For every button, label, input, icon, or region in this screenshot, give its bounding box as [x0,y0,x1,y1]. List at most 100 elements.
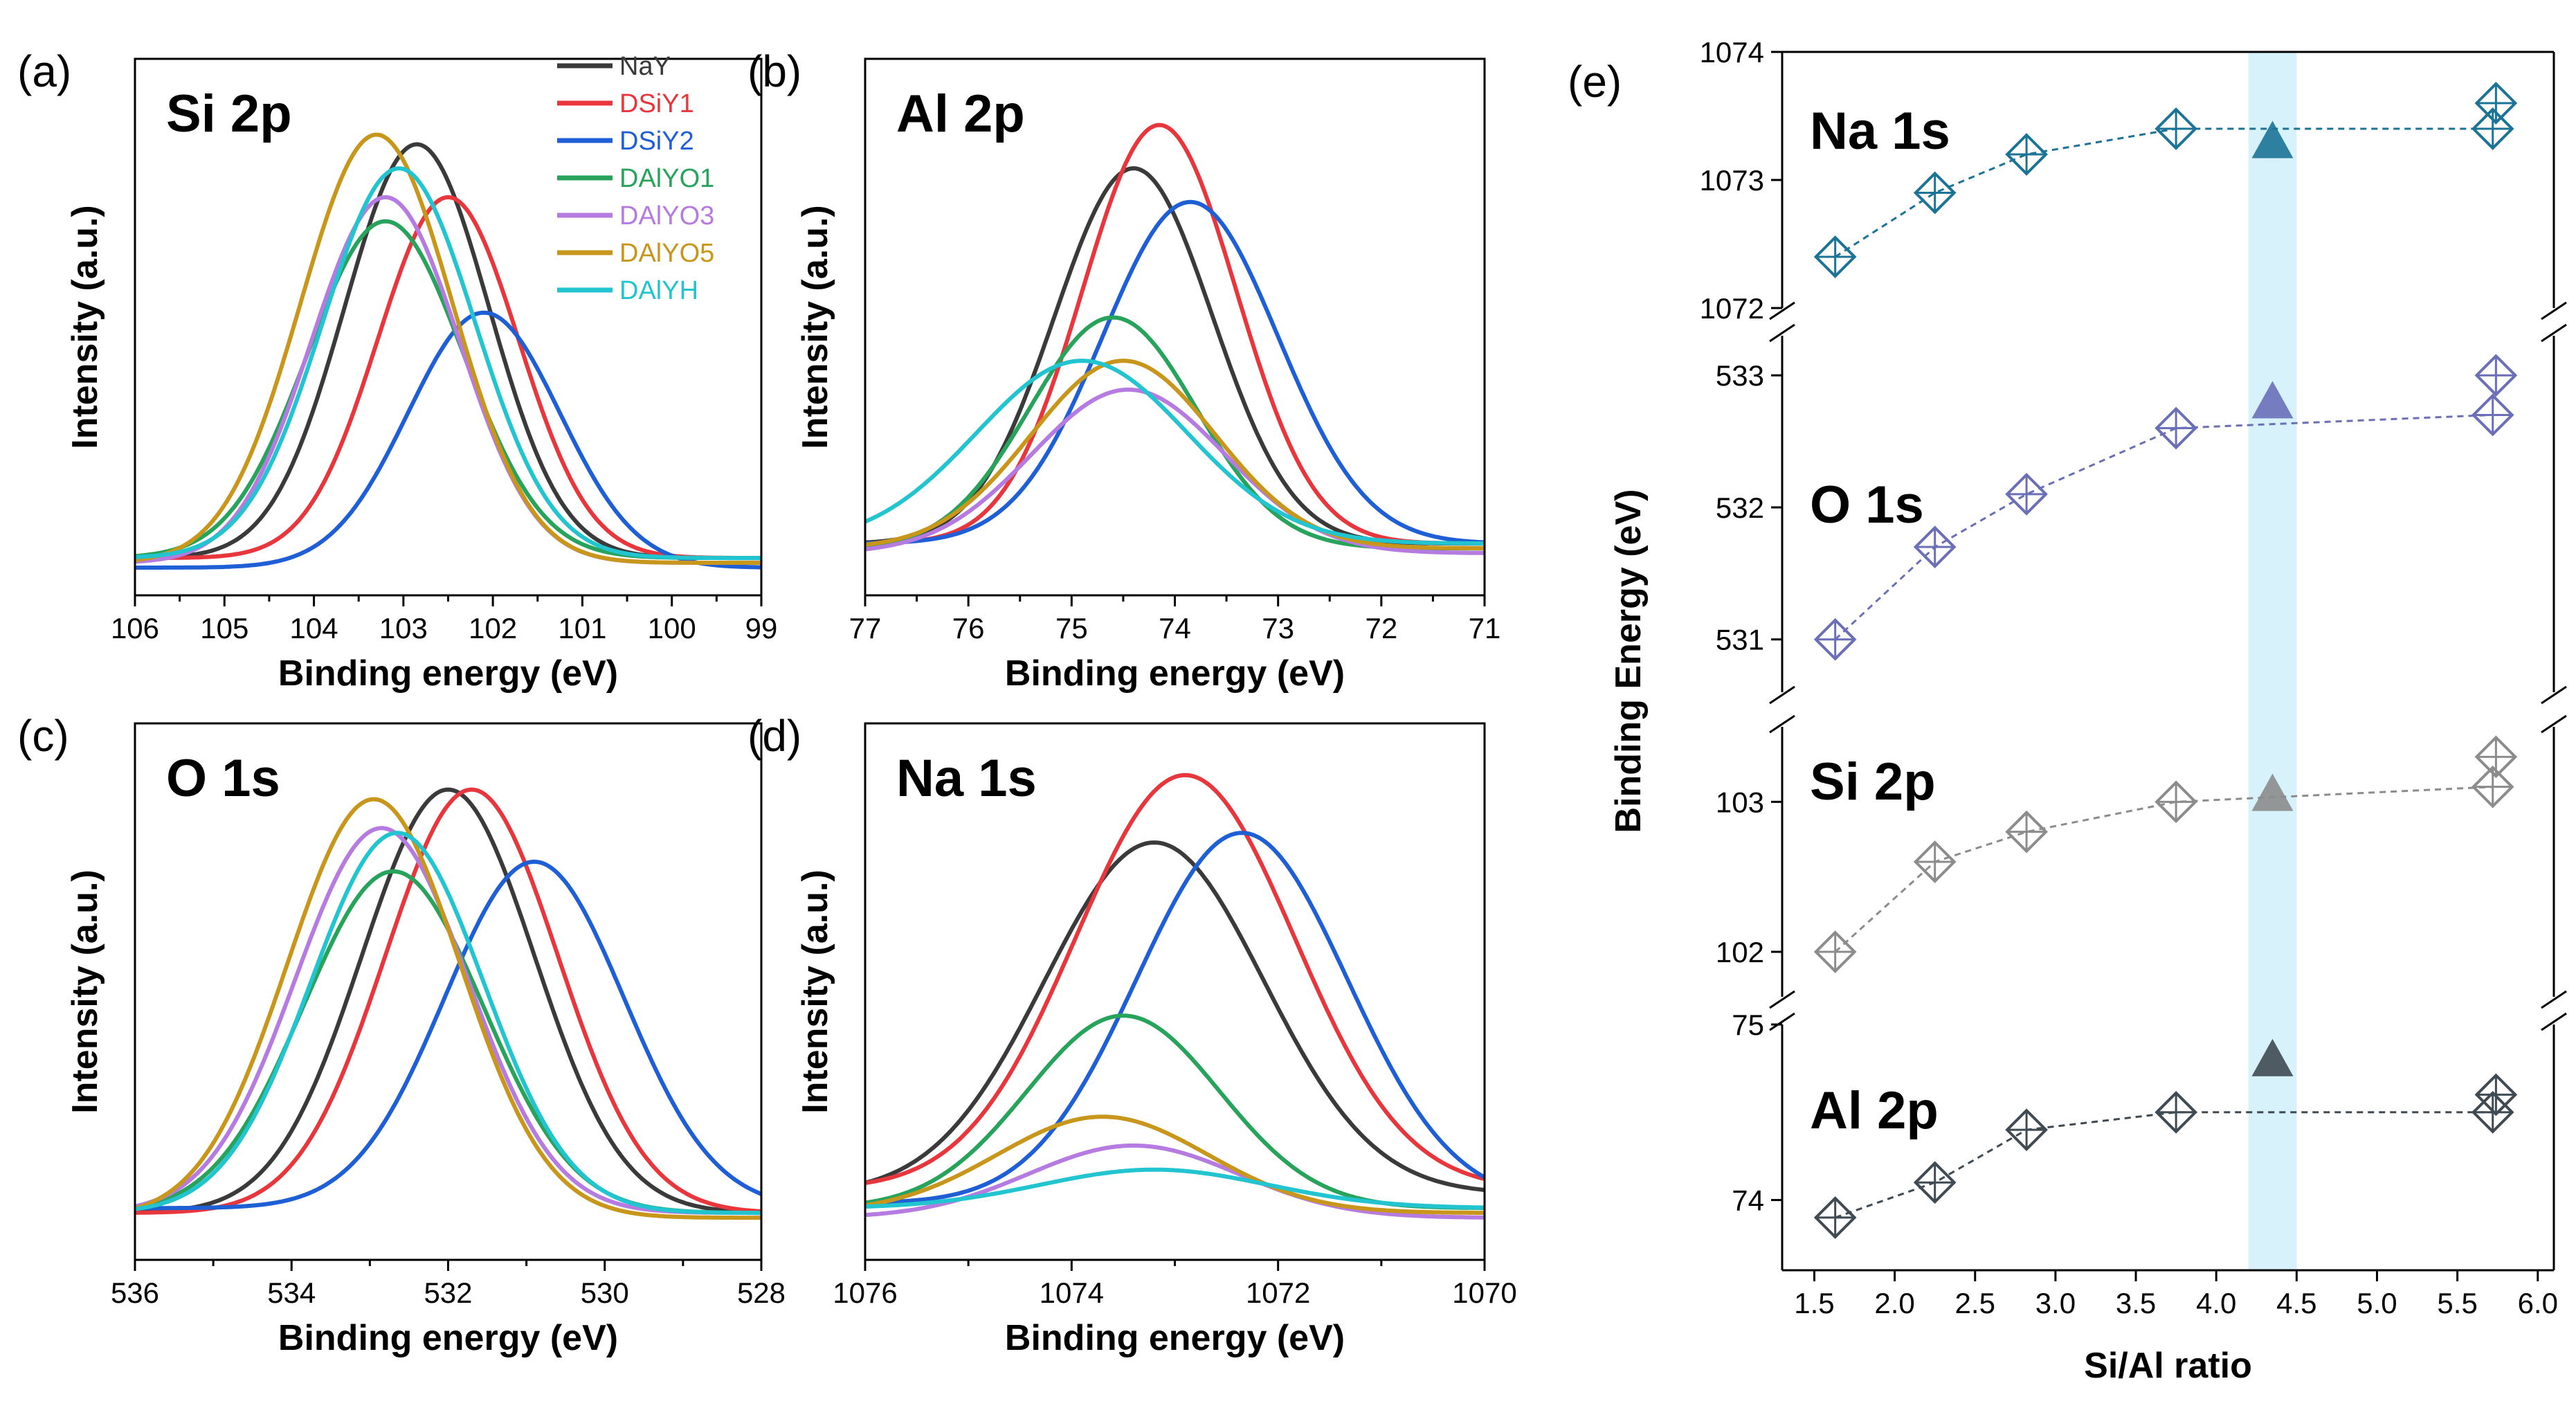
y-tick-label: 103 [1716,786,1764,818]
x-tick-label: 105 [200,612,248,644]
x-tick-label: 1076 [833,1276,897,1309]
axis-break-mark [2541,301,2567,321]
series-line-DSiY1 [864,773,1485,1185]
y-tick-label: 533 [1716,359,1764,392]
legend-label: DSiY1 [619,89,694,118]
x-tick-label: 5.5 [2437,1287,2477,1319]
axis-break-mark [2541,1012,2567,1031]
segment-na-1s: 1072 1073 1074 Na 1s [1700,36,2518,325]
series-line-DAlYO5 [134,797,761,1220]
x-axis-label: Binding energy (eV) [278,653,618,694]
series-line-NaY [134,787,762,1215]
series-line-DAlYO5 [864,359,1485,551]
panel-c: 536 534 532 530 528 Binding energy (eV) Intens… [17,711,786,1358]
series-line-DSiY2 [135,310,761,570]
trend-line [1834,127,2493,258]
x-axis-label: Binding energy (eV) [1005,1318,1345,1358]
series-line-DSiY1 [135,195,761,561]
series-line-DAlYH [134,166,761,561]
y-tick-label: 74 [1732,1184,1764,1217]
x-tick-label: 1.5 [1794,1287,1834,1319]
x-tick-label: 528 [737,1276,786,1309]
legend-label: DAlYO5 [619,239,714,268]
x-axis-label: Binding energy (eV) [1005,653,1345,694]
triangle-marker [2251,381,2294,419]
diamond-marker [2005,473,2048,516]
x-tick-label: 4.0 [2196,1287,2236,1319]
diamond-marker [2005,810,2048,854]
x-tick-label: 5.0 [2357,1287,2397,1319]
series-line-DAlYO3 [864,387,1485,555]
triangle-marker [2251,120,2294,159]
x-tick-label: 103 [379,612,428,644]
series-line-DAlYO5 [134,132,761,565]
x-axis-label: Binding energy (eV) [278,1318,618,1358]
x-tick-label: 1074 [1040,1276,1104,1309]
triangle-marker [2251,773,2294,811]
x-tick-label: 4.5 [2276,1287,2316,1319]
x-axis-label: Si/Al ratio [2084,1346,2252,1386]
x-tick-label: 75 [1055,612,1088,644]
axis-break-mark [1769,1012,1795,1031]
legend-label: DSiY2 [619,127,694,156]
y-axis-label: Intensity (a.u.) [65,205,105,449]
x-tick-label: 3.5 [2116,1287,2156,1319]
axis-break-mark [1769,714,1795,734]
axis-break-mark [2541,714,2567,734]
x-tick-label: 71 [1469,612,1501,644]
y-axis-label: Intensity (a.u.) [795,205,835,449]
panel-title: Si 2p [166,84,292,143]
y-tick-label: 532 [1716,491,1764,524]
series-line-DAlYO1 [134,219,761,561]
series-line-DAlYH [864,359,1485,546]
x-tick-label: 2.0 [1874,1287,1914,1319]
series-line-DAlYO3 [864,1143,1485,1220]
y-tick-label: 531 [1716,624,1764,656]
panel-title: Al 2p [896,84,1025,143]
segment-label: O 1s [1810,476,1924,534]
y-tick-label: 75 [1732,1009,1764,1041]
x-tick-label: 99 [745,612,778,644]
panel-label: (c) [17,711,69,761]
axis-break-mark [2541,990,2567,1009]
x-tick-label: 72 [1365,612,1397,644]
panel-title: Na 1s [896,749,1037,808]
segment-label: Si 2p [1810,752,1936,811]
y-tick-label: 1072 [1700,292,1764,325]
axis-break-mark [1769,990,1795,1009]
series-line-DSiY2 [135,859,763,1211]
x-tick-label: 77 [849,612,882,644]
x-tick-label: 106 [111,612,159,644]
y-axis-label: Intensity (a.u.) [65,869,105,1113]
panel-e: 1.5 2.0 2.5 3.0 3.5 4.0 4.5 5.0 5.5 6.0 Si/Al rati… [1568,36,2567,1386]
trend-line [1834,413,2493,640]
x-tick-label: 101 [558,612,606,644]
y-tick-label: 102 [1716,936,1764,968]
panel-label: (e) [1568,57,1622,107]
x-tick-label: 532 [424,1276,472,1309]
diamond-marker [1813,617,1857,661]
panel-title: O 1s [166,749,280,808]
series-line-NaY [864,166,1485,546]
x-tick-label: 102 [469,612,517,644]
series-line-NaY [864,840,1485,1192]
legend-label: DAlYH [619,276,698,305]
segment-o-1s: 531 532 533 O 1s [1716,354,2518,661]
y-axis-label: Binding Energy (eV) [1608,489,1649,833]
x-tick-label: 3.0 [2035,1287,2076,1319]
series-line-DSiY1 [864,123,1485,546]
axis-break-mark [1769,685,1795,705]
segment-si-2p: 102 103 Si 2p [1716,735,2518,973]
legend-label: DAlYO1 [619,164,714,193]
series-line-DAlYO1 [864,1013,1485,1210]
y-tick-label: 1073 [1700,164,1764,197]
segment-al-2p: 74 75 Al 2p [1732,1009,2518,1239]
triangle-marker [2251,1038,2294,1076]
panel-label: (d) [747,711,801,761]
series-line-DAlYH [864,1167,1485,1210]
y-tick-label: 1074 [1700,36,1764,69]
legend-label: NaY [619,52,671,81]
panel-a: 106 105 104 103 102 101 100 99 Binding energy (e… [17,46,777,694]
x-tick-label: 1072 [1246,1276,1310,1309]
